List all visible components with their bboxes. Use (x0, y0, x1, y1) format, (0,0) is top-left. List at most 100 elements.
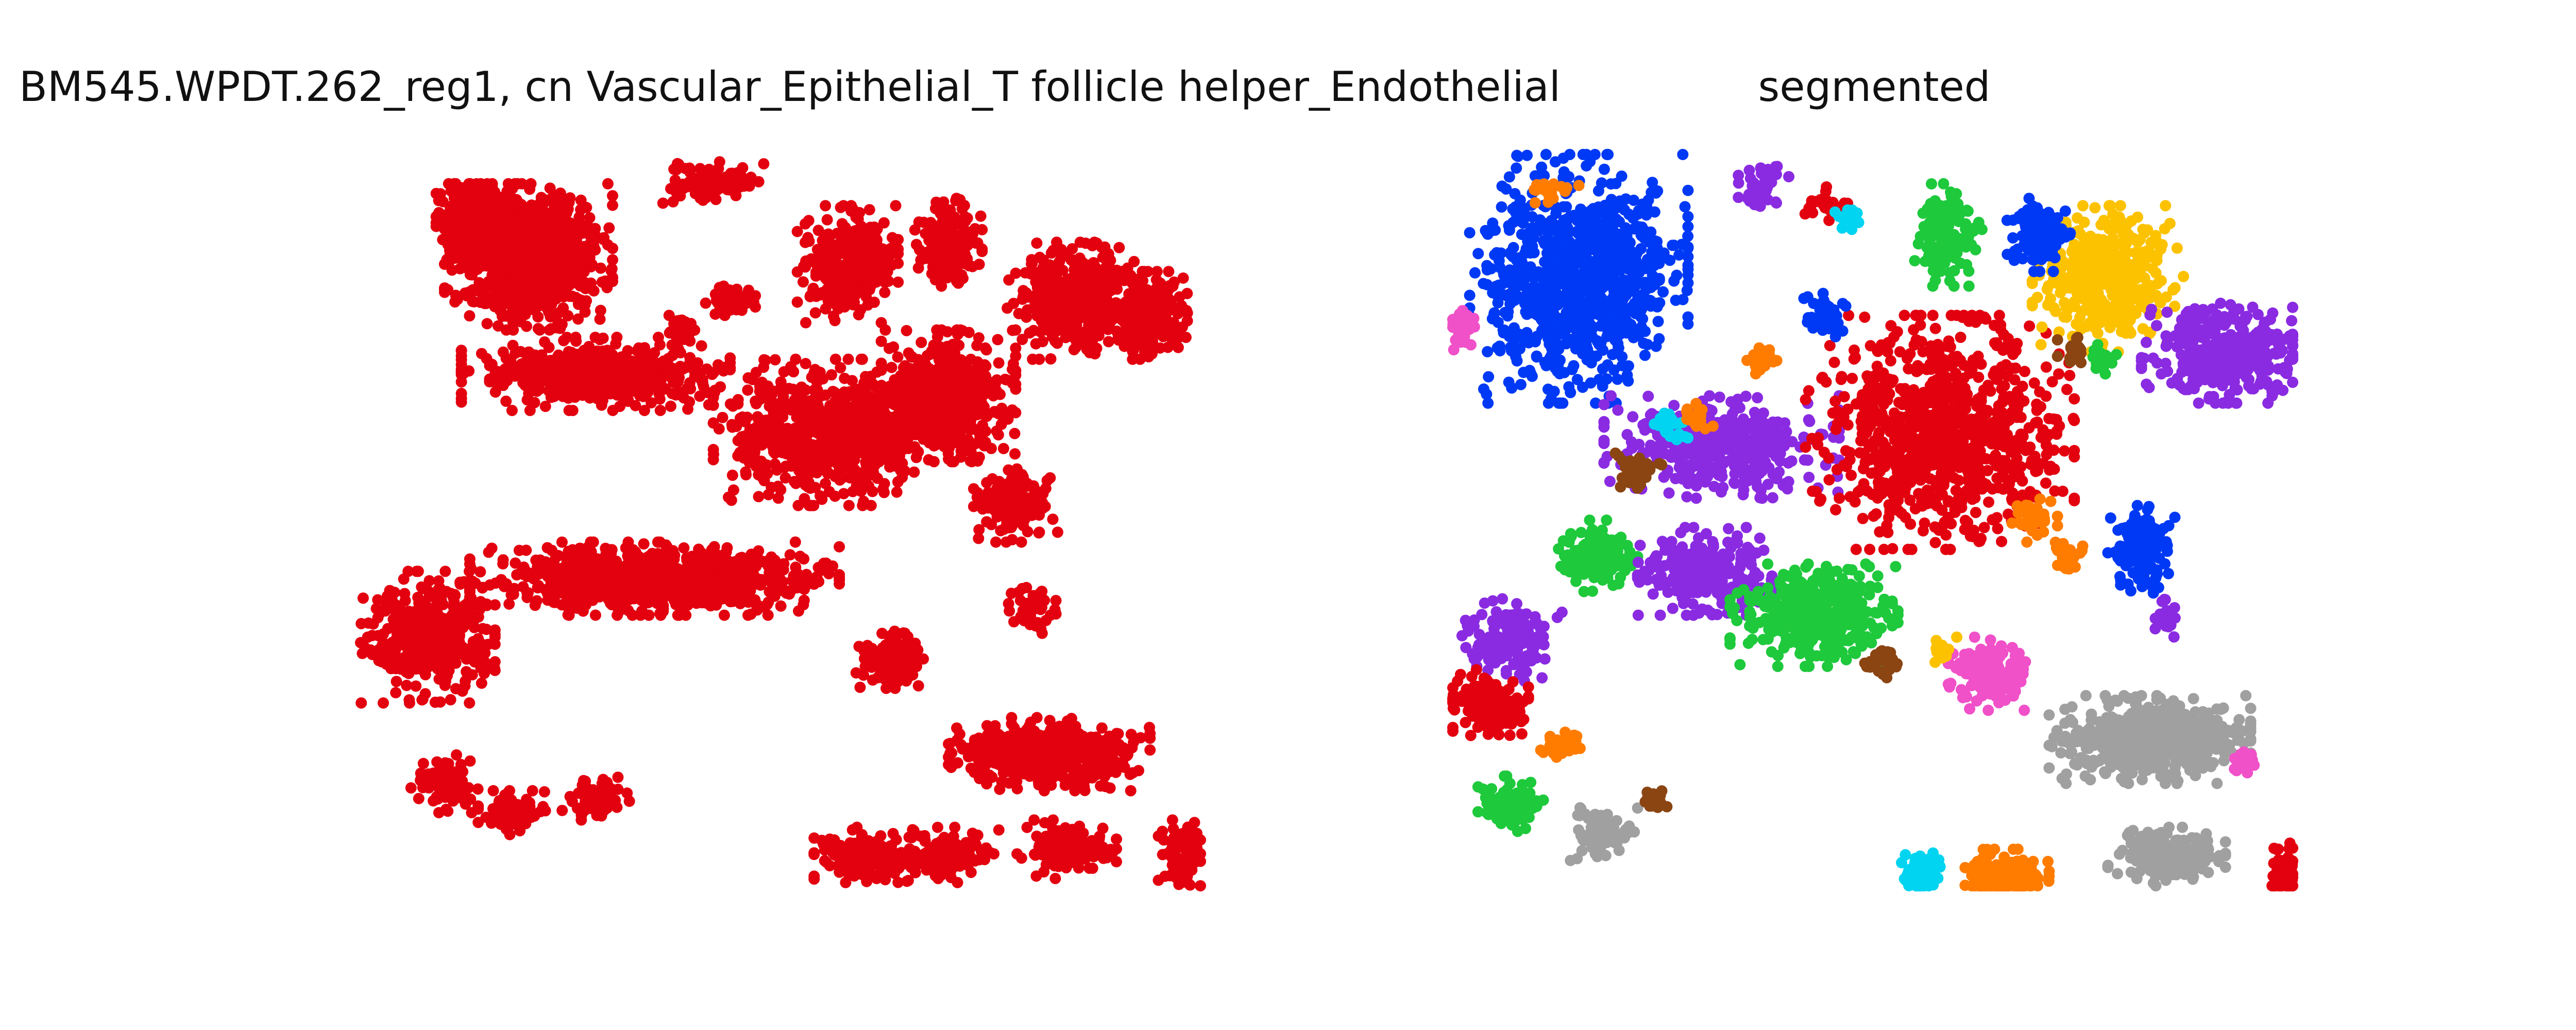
cell-point (1003, 464, 1014, 476)
cell-point (742, 384, 754, 396)
cell-point (997, 443, 1009, 454)
cell-point (884, 461, 896, 473)
cell-point (779, 472, 791, 484)
cell-point (829, 490, 841, 502)
cell-point (820, 200, 832, 212)
cell-point (800, 317, 811, 329)
cell-point (590, 231, 602, 243)
cell-point (1016, 334, 1028, 346)
cell-point (848, 266, 860, 278)
cell-point (782, 443, 793, 455)
cell-point (806, 426, 818, 438)
cell-point (968, 501, 979, 512)
cell-point (971, 409, 983, 421)
cell-point (1033, 526, 1045, 538)
cell-point (822, 288, 834, 300)
cell-point (792, 500, 804, 511)
cell-point (696, 340, 707, 352)
cell-point (557, 302, 569, 314)
cell-point (530, 301, 541, 313)
cell-point (750, 398, 762, 409)
cell-point (717, 362, 728, 373)
cell-point (579, 306, 591, 318)
cell-point (931, 324, 943, 336)
cell-point (725, 494, 737, 506)
cell-point (734, 296, 745, 308)
cell-point (517, 285, 529, 297)
cell-point (841, 230, 853, 242)
cell-point (877, 483, 889, 495)
cell-point (830, 255, 842, 267)
cell-point (595, 262, 606, 274)
cell-point (855, 467, 867, 479)
cell-point (561, 216, 573, 228)
cell-point (976, 243, 988, 255)
cell-point (526, 291, 538, 303)
cell-point (1080, 289, 1092, 301)
cell-point (993, 408, 1005, 420)
cell-point (927, 405, 938, 417)
cell-point (810, 290, 822, 302)
cell-point (1114, 327, 1126, 339)
cell-point (744, 176, 756, 188)
cell-point (762, 489, 774, 501)
cell-point (486, 277, 498, 289)
cell-point (1163, 294, 1175, 305)
cell-point (973, 332, 985, 344)
cell-point (493, 299, 504, 311)
cell-point (1010, 267, 1022, 279)
cell-point (597, 332, 609, 344)
cell-point (820, 477, 832, 489)
cell-point (886, 362, 897, 373)
cell-point (777, 390, 789, 402)
cell-point (707, 443, 719, 455)
cell-point (994, 388, 1006, 400)
cell-point (547, 357, 558, 369)
cell-point (921, 427, 933, 439)
cell-point (588, 285, 600, 297)
cell-point (500, 396, 512, 407)
cell-point (1013, 307, 1025, 319)
cell-point (758, 158, 770, 170)
cell-cluster (875, 324, 1022, 468)
cell-point (678, 542, 690, 554)
cell-point (823, 235, 835, 247)
cell-point (694, 163, 706, 175)
cell-point (471, 263, 483, 275)
cell-point (710, 194, 722, 205)
cell-point (1037, 488, 1049, 500)
cell-point (449, 296, 461, 308)
cell-point (481, 318, 493, 330)
cell-point (552, 317, 564, 329)
cell-point (571, 353, 583, 365)
cell-point (539, 250, 551, 262)
cell-point (602, 178, 614, 190)
cell-point (813, 373, 825, 385)
cell-point (1047, 301, 1059, 313)
cell-point (690, 363, 702, 374)
cell-point (961, 226, 973, 237)
cell-point (1028, 480, 1040, 492)
cell-point (811, 244, 823, 255)
cell-point (842, 353, 854, 365)
cell-point (944, 420, 956, 432)
cell-point (943, 222, 954, 234)
cell-point (453, 199, 465, 211)
cell-point (575, 385, 586, 397)
cell-point (466, 204, 478, 216)
cell-point (583, 340, 595, 352)
cell-point (752, 411, 764, 423)
cell-point (954, 194, 966, 205)
cell-point (785, 404, 797, 416)
cell-point (833, 281, 844, 293)
cell-point (638, 357, 650, 369)
cell-point (1020, 289, 1032, 301)
cell-point (891, 486, 903, 498)
cell-point (892, 234, 904, 246)
cell-point (1006, 534, 1018, 545)
cell-point (548, 294, 560, 306)
cell-point (516, 178, 528, 190)
cell-point (479, 298, 490, 310)
cell-point (1174, 291, 1185, 303)
cell-point (531, 385, 543, 397)
